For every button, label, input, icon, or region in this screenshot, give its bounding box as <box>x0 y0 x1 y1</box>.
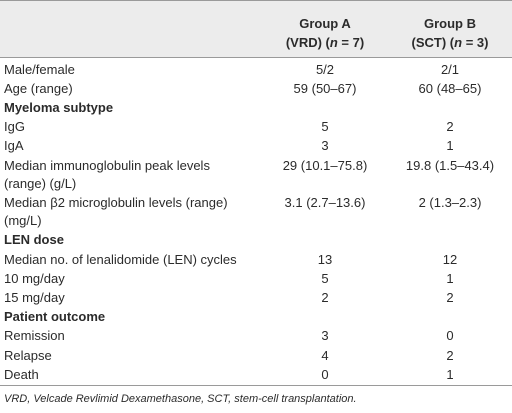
row-label-line: Male/female <box>4 61 75 77</box>
column-header-line: (SCT) (n = 3) <box>388 33 512 52</box>
table-row: Age (range) 59 (50–67) 60 (48–65) <box>0 79 512 98</box>
table-row: 10 mg/day 5 1 <box>0 269 512 288</box>
cell-value: 60 (48–65) <box>418 80 482 96</box>
cell-value: 2 <box>446 119 454 135</box>
row-label: Median no. of lenalidomide (LEN) cycles <box>0 251 262 269</box>
row-label-line: Median immunoglobulin peak levels <box>4 157 210 173</box>
cell-value: 12 <box>442 251 458 267</box>
table-row: Male/female 5/2 2/1 <box>0 60 512 79</box>
cell-value: 2 <box>321 289 329 305</box>
table-row: Median no. of lenalidomide (LEN) cycles 1… <box>0 250 512 269</box>
column-header: Group A (VRD) (n = 7) <box>262 1 388 57</box>
row-label-line: 10 mg/day <box>4 270 65 286</box>
cell-value: 0 <box>446 328 454 344</box>
section-title: LEN dose <box>4 232 64 248</box>
table-body: Male/female 5/2 2/1 Age (range) 59 (50–67) 60… <box>0 58 512 387</box>
table-row: Death 0 1 <box>0 365 512 384</box>
row-label-line: Age (range) <box>4 80 73 96</box>
row-label-line: Relapse <box>4 347 52 363</box>
row-label-line: Median β2 microglobulin levels (range) (… <box>4 194 228 229</box>
column-header-line: Group B <box>424 16 476 31</box>
column-header-part: = 3) <box>462 35 489 50</box>
column-header-line: Group A <box>299 16 351 31</box>
row-label: Median β2 microglobulin levels (range) (… <box>0 194 262 230</box>
section-title: Myeloma subtype <box>4 99 114 115</box>
table-header: Group A (VRD) (n = 7) Group B (SCT) (n = 3) <box>0 0 512 58</box>
row-label-line: IgG <box>4 119 25 135</box>
section-title: Patient outcome <box>4 309 106 325</box>
table-row: IgG 5 2 <box>0 118 512 137</box>
row-label: IgG <box>0 118 262 136</box>
row-label-line: Death <box>4 366 39 382</box>
cell-value: 4 <box>321 347 329 363</box>
row-label-line: IgA <box>4 138 24 154</box>
row-label: IgA <box>0 137 262 155</box>
column-header-part: (VRD) ( <box>285 35 330 50</box>
column-header-part: n <box>454 35 463 50</box>
table-row: 15 mg/day 2 2 <box>0 288 512 307</box>
cell-value: 2 <box>446 289 454 305</box>
cell-value: 5 <box>321 119 329 135</box>
footnote: VRD, Velcade Revlimid Dexamethasone, SCT… <box>4 393 357 406</box>
cell-value: 1 <box>446 270 454 286</box>
cell-value: 2 <box>446 347 454 363</box>
column-header-part: (SCT) ( <box>411 35 455 50</box>
cell-value: 5 <box>321 270 329 286</box>
cell-value: 3 <box>321 138 329 154</box>
table-row: IgA 3 1 <box>0 137 512 156</box>
cell-value: 3.1 (2.7–13.6) <box>284 194 366 210</box>
row-label: Death <box>0 366 262 384</box>
cell-value: 5/2 <box>315 61 335 77</box>
header-spacer <box>0 1 262 57</box>
row-label: Male/female <box>0 61 262 79</box>
column-header-line: (VRD) (n = 7) <box>262 33 388 52</box>
row-label: Median immunoglobulin peak levels (range)… <box>0 157 262 193</box>
cell-value: 3 <box>321 328 329 344</box>
cell-value: 2/1 <box>440 61 460 77</box>
cell-value: 1 <box>446 366 454 382</box>
column-header: Group B (SCT) (n = 3) <box>388 1 512 57</box>
table-row: Relapse 4 2 <box>0 346 512 365</box>
cell-value: 1 <box>446 138 454 154</box>
cell-value: 2 (1.3–2.3) <box>418 194 482 210</box>
column-header-part: = 7) <box>337 35 365 50</box>
cell-value: 13 <box>317 251 333 267</box>
cell-value: 29 (10.1–75.8) <box>282 157 368 173</box>
row-label-line: Remission <box>4 328 65 344</box>
row-label-line: (range) (g/L) <box>4 175 77 191</box>
row-label: Remission <box>0 327 262 345</box>
row-label: Age (range) <box>0 80 262 98</box>
table-row: Remission 3 0 <box>0 327 512 346</box>
row-label: 15 mg/day <box>0 289 262 307</box>
table-row: Median β2 microglobulin levels (range) (… <box>0 193 512 230</box>
row-label-line: Median no. of lenalidomide (LEN) cycles <box>4 251 237 267</box>
cell-value: 59 (50–67) <box>293 80 357 96</box>
row-label: 10 mg/day <box>0 270 262 288</box>
row-label-line: 15 mg/day <box>4 289 65 305</box>
cell-value: 0 <box>321 366 329 382</box>
table-row: Median immunoglobulin peak levels (range)… <box>0 156 512 193</box>
cell-value: 19.8 (1.5–43.4) <box>405 157 495 173</box>
column-header-part: n <box>329 35 338 50</box>
row-label: Relapse <box>0 347 262 365</box>
